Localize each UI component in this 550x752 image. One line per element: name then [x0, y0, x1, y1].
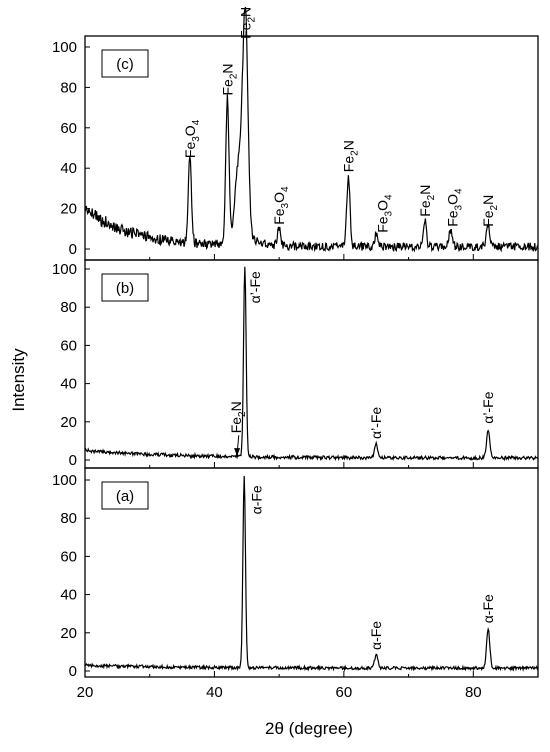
xrd-series-line	[84, 6, 539, 253]
y-tick-label: 100	[52, 39, 77, 56]
peak-label: Fe2N	[228, 401, 248, 433]
panel-tag-box	[101, 481, 149, 510]
peak-label: Fe3O4	[182, 119, 202, 158]
panel-tag-box	[101, 273, 149, 302]
y-tick-label: 60	[60, 337, 77, 354]
peak-label: α’-Fe	[480, 391, 496, 423]
y-tick-label: 40	[60, 587, 77, 604]
panel-tag-label: (c)	[116, 56, 134, 73]
panel-tag: (c)	[101, 49, 149, 78]
panel-tag: (b)	[101, 273, 149, 302]
xrd-series-line	[84, 475, 539, 673]
peak-label: Fe2N	[219, 63, 239, 95]
y-tick-label: 80	[60, 510, 77, 527]
x-tick-label: 80	[465, 684, 482, 701]
xrd-series-line	[84, 266, 539, 462]
panel-frame	[84, 259, 539, 469]
panel-0: 0 20 40 60 80 100 (c) Fe3O4 Fe2N Fe2N Fe3O4 Fe2N Fe3…	[52, 6, 539, 261]
peak-label: Fe3O4	[445, 188, 465, 227]
y-tick-label: 100	[52, 472, 77, 489]
panel-tag-label: (b)	[116, 280, 134, 297]
y-tick-label: 60	[60, 120, 77, 137]
y-tick-label: 20	[60, 414, 77, 431]
y-tick-label: 80	[60, 299, 77, 316]
peak-label: α-Fe	[249, 485, 265, 514]
peak-label: Fe2N	[340, 140, 360, 172]
peak-label: α-Fe	[480, 594, 496, 623]
peak-label: Fe2N	[417, 185, 437, 217]
y-tick-label: 0	[69, 452, 77, 469]
peak-label: α’-Fe	[247, 271, 263, 303]
peak-label: Fe3O4	[375, 194, 395, 233]
panel-frame	[84, 467, 539, 678]
x-tick-label: 20	[77, 684, 94, 701]
peak-label: Fe2N	[480, 195, 500, 227]
peak-label: α’-Fe	[368, 407, 384, 439]
y-tick-label: 20	[60, 625, 77, 642]
peak-label: Fe3O4	[271, 186, 291, 225]
y-axis-label: Intensity	[9, 348, 28, 412]
arrow-head-icon	[234, 448, 241, 457]
y-tick-label: 100	[52, 261, 77, 278]
peak-label: Fe2N	[238, 7, 258, 39]
y-tick-label: 60	[60, 548, 77, 565]
x-axis-label: 2θ (degree)	[265, 719, 353, 738]
panel-tag-box	[101, 49, 149, 78]
panel-tag: (a)	[101, 481, 149, 510]
panel-1: 0 20 40 60 80 100 (b) α’-Fe α’-Fe α’-Fe Fe2N	[52, 259, 539, 469]
y-tick-label: 40	[60, 160, 77, 177]
x-tick-label: 40	[206, 684, 223, 701]
y-tick-label: 0	[69, 241, 77, 258]
x-tick-label: 60	[336, 684, 353, 701]
panel-tag-label: (a)	[116, 488, 134, 505]
y-tick-label: 0	[69, 663, 77, 680]
peak-label: α-Fe	[368, 621, 384, 650]
y-tick-label: 80	[60, 79, 77, 96]
y-tick-label: 40	[60, 376, 77, 393]
panel-frame	[84, 35, 539, 261]
y-tick-label: 20	[60, 201, 77, 218]
